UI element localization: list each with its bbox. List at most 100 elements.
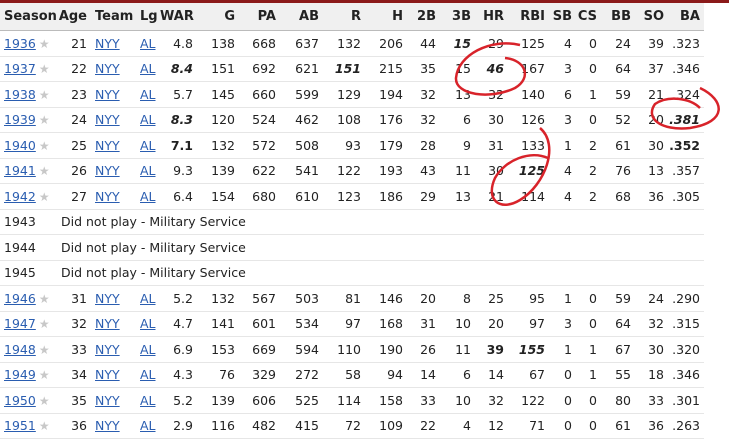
column-header: BB (601, 3, 635, 31)
cell-text: 28 (420, 137, 436, 153)
link[interactable]: NYY (95, 137, 120, 153)
link[interactable]: NYY (95, 35, 120, 51)
cell: 30 (475, 158, 508, 184)
star-icon[interactable]: ★ (38, 62, 50, 77)
link[interactable]: NYY (95, 86, 120, 102)
cell-text: 541 (295, 163, 319, 179)
cell: 110 (323, 336, 365, 363)
cell: 81 (323, 285, 365, 312)
star-icon[interactable]: ★ (38, 368, 50, 383)
link[interactable]: NYY (95, 367, 120, 383)
cell: 97 (508, 311, 549, 337)
season-link[interactable]: 1939 (4, 112, 36, 128)
cell-text: 95 (529, 290, 545, 306)
column-header: Lg (136, 3, 160, 31)
link[interactable]: NYY (95, 418, 120, 434)
cell: 123 (323, 183, 365, 210)
cell: 116 (197, 413, 239, 439)
link[interactable]: NYY (95, 341, 120, 357)
cell-text: 11 (455, 163, 471, 179)
season-link[interactable]: 1950 (4, 392, 36, 408)
link[interactable]: AL (140, 163, 156, 179)
star-icon[interactable]: ★ (38, 189, 50, 204)
cell: 68 (601, 183, 635, 210)
link[interactable]: AL (140, 61, 156, 77)
season-link[interactable]: 1951 (4, 418, 36, 434)
cell: 67 (601, 336, 635, 363)
cell-text: 9 (463, 137, 471, 153)
season-link[interactable]: 1937 (4, 61, 36, 77)
cell: AL (136, 81, 160, 108)
cell: 125 (508, 30, 549, 57)
link[interactable]: AL (140, 86, 156, 102)
cell-text: 23 (71, 86, 87, 102)
link[interactable]: AL (140, 341, 156, 357)
cell-text: 669 (252, 341, 276, 357)
cell-text: 29 (488, 35, 504, 51)
cell-text: 139 (211, 163, 235, 179)
link[interactable]: NYY (95, 163, 120, 179)
cell: .381 (668, 107, 704, 133)
link[interactable]: NYY (95, 188, 120, 204)
cell: 668 (239, 30, 280, 57)
link[interactable]: AL (140, 188, 156, 204)
cell-text: 193 (379, 163, 403, 179)
cell: .290 (668, 285, 704, 312)
cell: 28 (407, 132, 440, 159)
season-link[interactable]: 1938 (4, 86, 36, 102)
cell: 0 (576, 285, 601, 312)
cell: 1942 ★ (0, 183, 57, 210)
link[interactable]: AL (140, 367, 156, 383)
cell-text: .305 (672, 188, 700, 204)
cell: 1941 ★ (0, 158, 57, 184)
star-icon[interactable]: ★ (38, 36, 50, 51)
star-icon[interactable]: ★ (38, 317, 50, 332)
star-icon[interactable]: ★ (38, 87, 50, 102)
cell: 524 (239, 107, 280, 133)
link[interactable]: NYY (95, 112, 120, 128)
cell-text: 122 (337, 163, 361, 179)
star-icon[interactable]: ★ (38, 138, 50, 153)
link[interactable]: NYY (95, 392, 120, 408)
link[interactable]: AL (140, 316, 156, 332)
season-link[interactable]: 1946 (4, 290, 36, 306)
cell: 95 (508, 285, 549, 312)
row: 1941 ★ 26 NYY AL 9.3 139 622 541 122 193 43 11 30 125 4… (0, 158, 704, 184)
cell-text: 167 (521, 61, 545, 77)
link[interactable]: NYY (95, 61, 120, 77)
link[interactable]: AL (140, 392, 156, 408)
cell: 122 (323, 158, 365, 184)
cell-text: 72 (345, 418, 361, 434)
column-header: SO (635, 3, 668, 31)
cell-text: 24 (71, 112, 87, 128)
star-icon[interactable]: ★ (38, 113, 50, 128)
link[interactable]: NYY (95, 316, 120, 332)
star-icon[interactable]: ★ (38, 164, 50, 179)
season-link[interactable]: 1948 (4, 341, 36, 357)
star-icon[interactable]: ★ (38, 393, 50, 408)
link[interactable]: AL (140, 418, 156, 434)
cell-text: 30 (488, 112, 504, 128)
link[interactable]: AL (140, 112, 156, 128)
star-icon[interactable]: ★ (38, 419, 50, 434)
season-link[interactable]: 1940 (4, 137, 36, 153)
season-link[interactable]: 1947 (4, 316, 36, 332)
star-icon[interactable]: ★ (38, 291, 50, 306)
season-link[interactable]: 1941 (4, 163, 36, 179)
cell: 11 (440, 336, 475, 363)
link[interactable]: AL (140, 137, 156, 153)
season-link[interactable]: 1942 (4, 188, 36, 204)
link[interactable]: AL (140, 35, 156, 51)
cell-text: .320 (672, 341, 700, 357)
cell: 59 (601, 285, 635, 312)
cell-text: 18 (648, 367, 664, 383)
season-link[interactable]: 1949 (4, 367, 36, 383)
cell: .315 (668, 311, 704, 337)
cell-text: 35 (71, 392, 87, 408)
cell: NYY (91, 158, 136, 184)
link[interactable]: NYY (95, 290, 120, 306)
link[interactable]: AL (140, 290, 156, 306)
season-link[interactable]: 1936 (4, 35, 36, 51)
star-icon[interactable]: ★ (38, 342, 50, 357)
cell-text: 3 (564, 112, 572, 128)
